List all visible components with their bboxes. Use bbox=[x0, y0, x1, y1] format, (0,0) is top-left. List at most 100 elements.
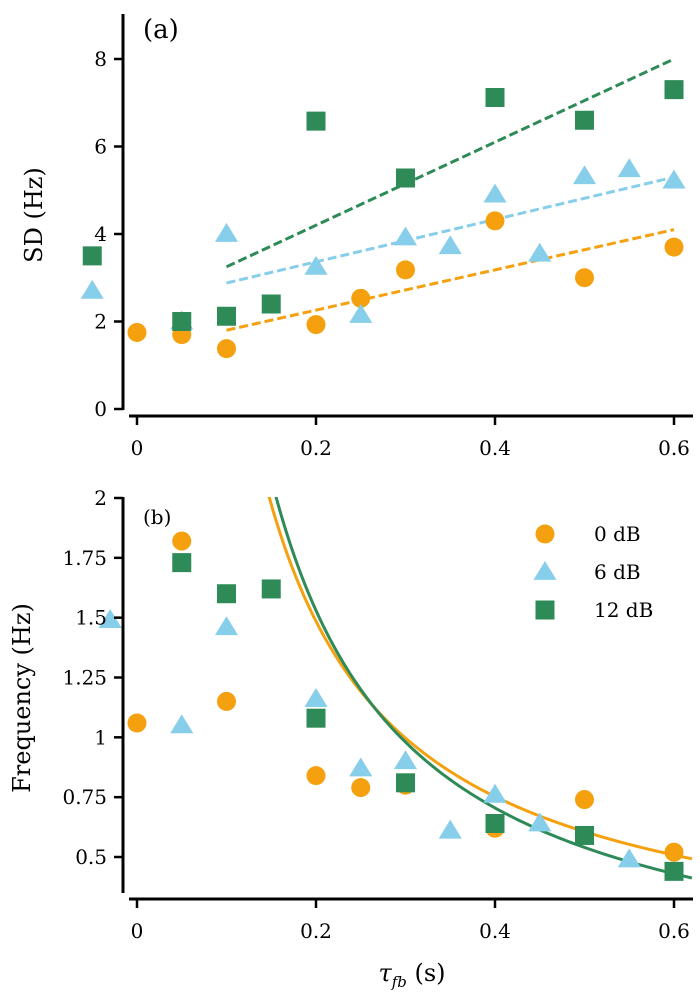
data-point bbox=[664, 237, 684, 257]
data-point bbox=[485, 813, 505, 833]
panel-b-x-tick-label: 0.2 bbox=[300, 919, 332, 943]
data-point bbox=[396, 260, 415, 280]
legend-marker bbox=[535, 600, 555, 620]
data-point bbox=[528, 812, 552, 832]
data-point bbox=[483, 783, 507, 803]
data-point bbox=[438, 819, 462, 839]
data-point bbox=[172, 553, 192, 573]
data-point bbox=[172, 531, 192, 551]
x-axis-label-subscript: fb bbox=[391, 973, 407, 991]
data-point bbox=[575, 268, 594, 288]
data-point bbox=[214, 223, 239, 242]
panel-b-x-tick-label: 0.6 bbox=[658, 919, 690, 943]
legend-label: 12 dB bbox=[594, 598, 653, 622]
data-point bbox=[349, 303, 373, 323]
data-point bbox=[349, 757, 373, 777]
data-point bbox=[396, 773, 415, 793]
panel-a-x-tick-label: 0.2 bbox=[300, 436, 332, 460]
panel-a-label: (a) bbox=[143, 15, 179, 45]
legend-label: 0 dB bbox=[594, 522, 641, 546]
data-point bbox=[485, 88, 505, 107]
data-point bbox=[217, 306, 236, 326]
panel-a-y-tick-label: 6 bbox=[94, 135, 107, 159]
legend-marker bbox=[535, 524, 555, 544]
x-axis-label-unit: (s) bbox=[407, 959, 446, 987]
data-point bbox=[528, 242, 552, 262]
panel-b-frequency: 0.5 0.75 1 1.25 1.5 1.75 2 0 0.2 0.4 0.6 (b) Freq… bbox=[8, 486, 693, 991]
data-point bbox=[306, 766, 326, 786]
fit-line bbox=[225, 57, 675, 269]
panel-a-x-tick-label: 0 bbox=[131, 436, 144, 460]
panel-a-y-axis-label: SD (Hz) bbox=[20, 167, 48, 263]
panel-a-sd: 0 2 4 6 8 0 0.2 0.4 0.6 (a) SD (Hz) bbox=[20, 14, 693, 460]
panel-a-data-points bbox=[80, 80, 686, 359]
data-point bbox=[575, 790, 594, 810]
panel-a-fit-lines bbox=[225, 57, 675, 332]
legend-marker bbox=[533, 561, 557, 580]
data-point bbox=[617, 848, 641, 868]
data-point bbox=[304, 255, 328, 275]
panel-a-y-tick-label: 8 bbox=[94, 47, 107, 71]
fit-curve bbox=[274, 497, 693, 880]
data-point bbox=[217, 691, 236, 711]
panel-b-y-tick-label: 1.25 bbox=[62, 666, 107, 690]
data-point bbox=[393, 750, 418, 770]
data-point bbox=[306, 315, 326, 335]
panel-b-x-ticks: 0 0.2 0.4 0.6 bbox=[131, 899, 690, 943]
panel-b-x-tick-label: 0 bbox=[131, 919, 144, 943]
panel-b-y-ticks: 0.5 0.75 1 1.25 1.5 1.75 2 bbox=[62, 486, 123, 869]
panel-a-y-ticks: 0 2 4 6 8 bbox=[94, 47, 123, 421]
data-point bbox=[214, 616, 239, 636]
data-point bbox=[306, 708, 326, 728]
data-point bbox=[617, 158, 641, 178]
fit-line bbox=[226, 175, 675, 285]
panel-b-y-tick-label: 0.75 bbox=[62, 785, 107, 809]
panel-b-y-axis-label: Frequency (Hz) bbox=[8, 603, 36, 793]
data-point bbox=[396, 168, 415, 188]
panel-a-y-tick-label: 4 bbox=[94, 222, 107, 246]
legend-label: 6 dB bbox=[594, 560, 641, 584]
panel-b-data-points bbox=[98, 531, 684, 881]
data-point bbox=[98, 609, 122, 628]
data-point bbox=[575, 825, 594, 845]
data-point bbox=[664, 842, 684, 862]
data-point bbox=[172, 312, 192, 331]
fit-curve bbox=[267, 497, 693, 861]
data-point bbox=[261, 579, 281, 599]
data-point bbox=[438, 235, 462, 255]
data-point bbox=[483, 183, 507, 203]
panel-b-fit-curves bbox=[267, 497, 693, 880]
panel-b-y-tick-label: 1 bbox=[94, 725, 107, 749]
panel-a-x-tick-label: 0.6 bbox=[658, 436, 690, 460]
panel-b-x-axis-label: τfb (s) bbox=[378, 959, 445, 991]
panel-b-y-tick-label: 2 bbox=[94, 486, 107, 510]
panel-a-x-tick-label: 0.4 bbox=[479, 436, 511, 460]
data-point bbox=[217, 339, 236, 359]
data-point bbox=[575, 110, 594, 130]
panel-b-y-tick-label: 1.75 bbox=[62, 546, 107, 570]
data-point bbox=[217, 584, 236, 604]
data-point bbox=[170, 714, 194, 734]
data-point bbox=[127, 322, 147, 342]
panel-a-y-tick-label: 0 bbox=[94, 397, 107, 421]
data-point bbox=[351, 288, 371, 308]
data-point bbox=[304, 688, 328, 707]
data-point bbox=[664, 80, 684, 100]
data-point bbox=[261, 294, 281, 314]
data-point bbox=[82, 246, 102, 266]
panel-b-x-tick-label: 0.4 bbox=[479, 919, 511, 943]
x-axis-label-tau: τ bbox=[378, 959, 392, 987]
data-point bbox=[572, 165, 597, 185]
panel-a-y-tick-label: 2 bbox=[94, 310, 107, 334]
panel-b-y-tick-label: 1.5 bbox=[75, 606, 107, 630]
data-point bbox=[662, 169, 686, 189]
panel-a-x-ticks: 0 0.2 0.4 0.6 bbox=[131, 416, 690, 460]
data-point bbox=[127, 713, 147, 733]
panel-b-y-tick-label: 0.5 bbox=[75, 845, 107, 869]
data-point bbox=[351, 778, 371, 798]
data-point bbox=[80, 279, 104, 299]
data-point bbox=[485, 211, 505, 231]
legend: 0 dB 6 dB 12 dB bbox=[533, 522, 653, 622]
data-point bbox=[306, 111, 326, 131]
